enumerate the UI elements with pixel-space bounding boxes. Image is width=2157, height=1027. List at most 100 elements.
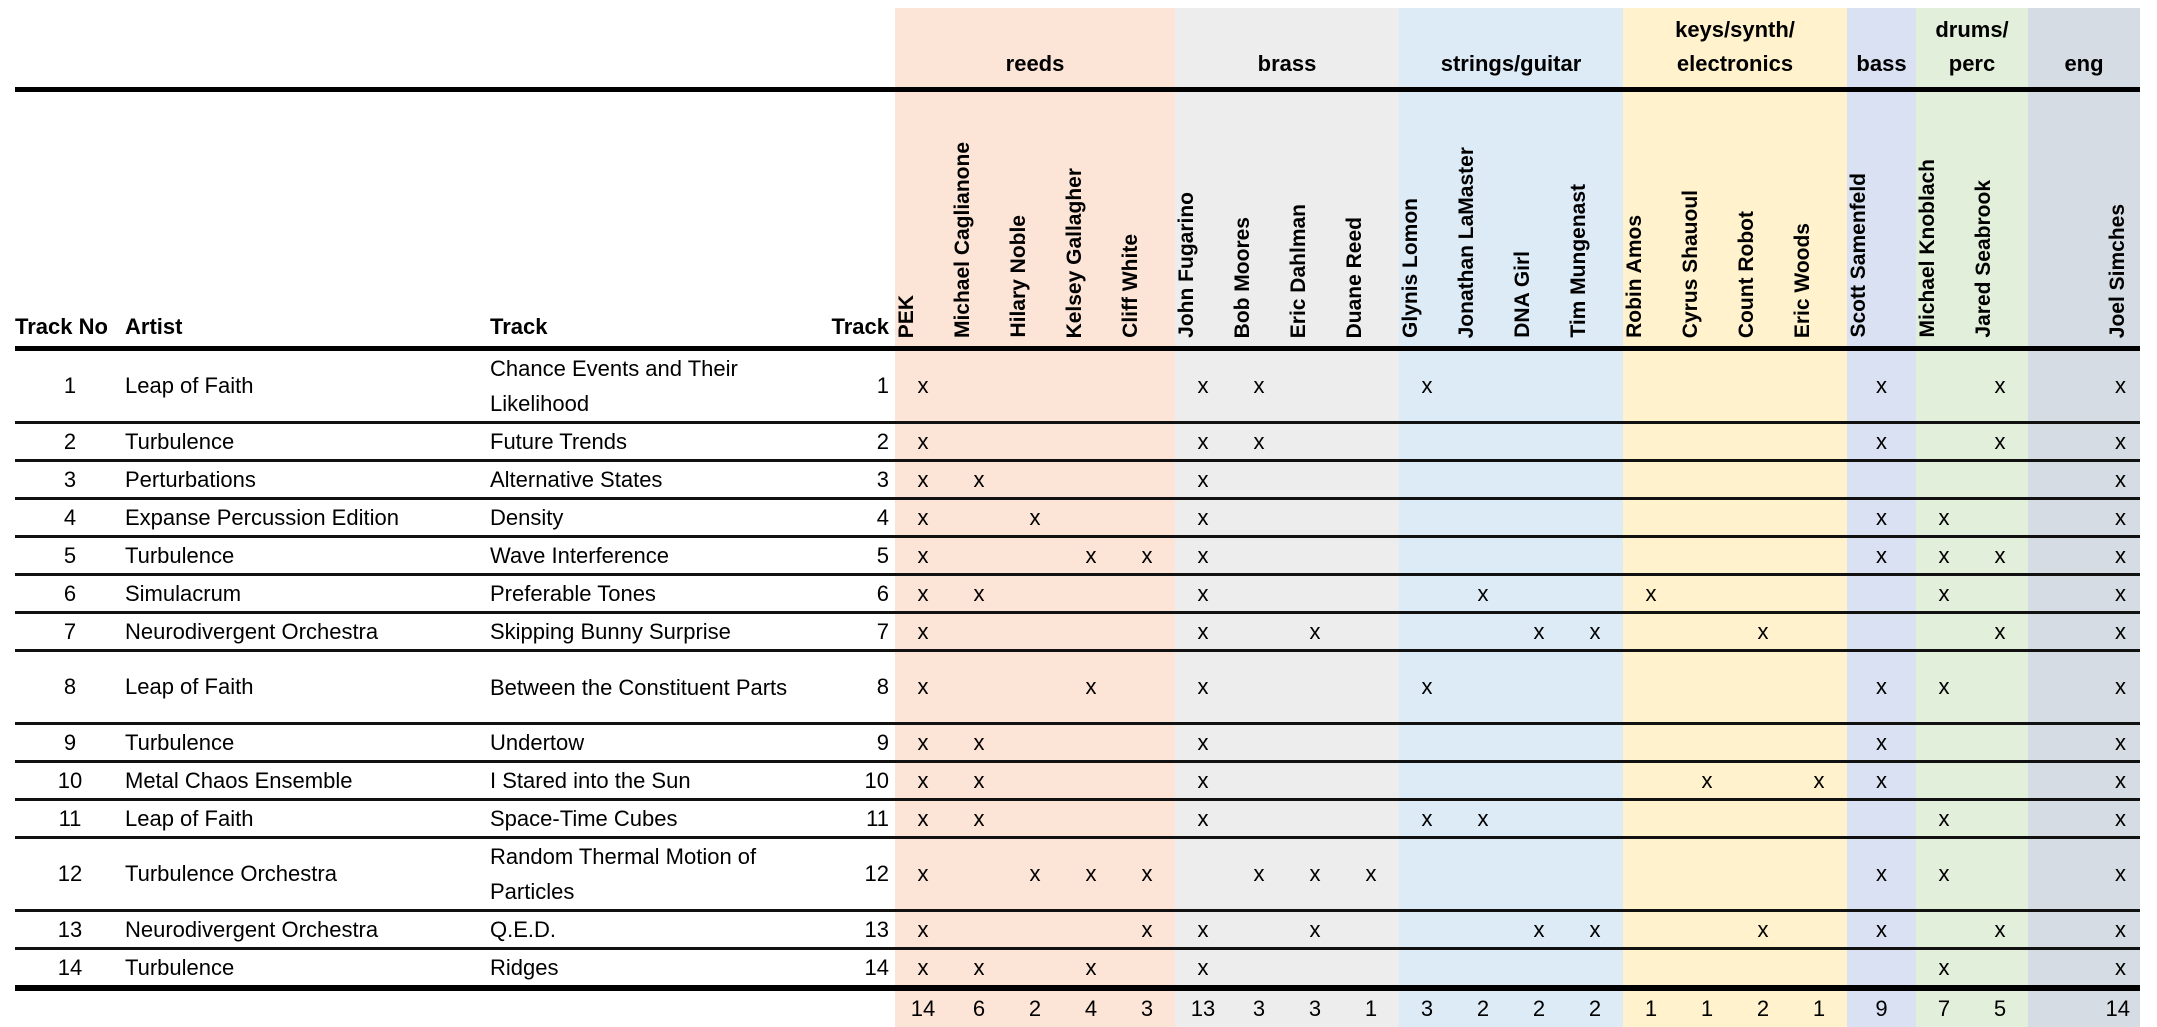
participation-cell xyxy=(1567,837,1623,912)
participation-cell xyxy=(1063,460,1119,500)
total-count: 3 xyxy=(1399,988,1455,1027)
participation-cell: x xyxy=(1231,422,1287,462)
total-count: 14 xyxy=(2028,988,2140,1027)
participation-cell xyxy=(1735,723,1791,763)
participation-cell: x xyxy=(2028,536,2140,576)
track-number-cell: 5 xyxy=(820,536,895,576)
participation-cell xyxy=(1623,837,1679,912)
participation-cell xyxy=(1119,422,1175,462)
participation-cell xyxy=(1511,948,1567,991)
participation-cell xyxy=(1119,498,1175,538)
participation-cell xyxy=(1511,536,1567,576)
participation-cell: x xyxy=(895,948,951,991)
participation-cell xyxy=(1231,536,1287,576)
participation-cell xyxy=(1916,761,1972,801)
participation-cell: x xyxy=(895,422,951,462)
participation-cell: x xyxy=(1847,650,1916,725)
participation-cell xyxy=(951,910,1007,950)
participation-cell xyxy=(1847,948,1916,991)
group-header-keys: keys/synth/ electronics xyxy=(1623,8,1847,92)
total-count: 7 xyxy=(1916,988,1972,1027)
member-header: Michael Knoblach xyxy=(1916,89,1972,351)
total-count: 2 xyxy=(1735,988,1791,1027)
participation-cell: x xyxy=(1063,536,1119,576)
track-no-cell: 9 xyxy=(15,723,125,763)
participation-cell xyxy=(1567,761,1623,801)
participation-cell xyxy=(1735,837,1791,912)
participation-cell xyxy=(1623,650,1679,725)
participation-cell: x xyxy=(1511,612,1567,652)
track-no-cell: 1 xyxy=(15,348,125,424)
total-count: 2 xyxy=(1455,988,1511,1027)
participation-cell xyxy=(1511,723,1567,763)
participation-cell xyxy=(1287,574,1343,614)
artist-cell: Leap of Faith xyxy=(125,650,490,725)
total-count: 3 xyxy=(1119,988,1175,1027)
participation-cell: x xyxy=(1175,498,1231,538)
participation-cell: x xyxy=(1175,650,1231,725)
header-track-no: Track No xyxy=(15,89,125,351)
total-count: 6 xyxy=(951,988,1007,1027)
participation-cell xyxy=(1623,460,1679,500)
participation-cell: x xyxy=(1175,948,1231,991)
participation-cell xyxy=(1511,799,1567,839)
participation-cell: x xyxy=(951,799,1007,839)
participation-cell xyxy=(1916,460,1972,500)
participation-cell xyxy=(1455,536,1511,576)
track-cell: Preferable Tones xyxy=(490,574,820,614)
participation-cell xyxy=(1679,837,1735,912)
participation-cell xyxy=(1287,498,1343,538)
participation-cell: x xyxy=(1916,837,1972,912)
member-header: PEK xyxy=(895,89,951,351)
participation-cell xyxy=(1791,650,1847,725)
total-count: 1 xyxy=(1679,988,1735,1027)
participation-cell xyxy=(1791,348,1847,424)
table-row: 3 Perturbations Alternative States 3 x x x x xyxy=(15,460,2140,500)
participation-cell xyxy=(1231,723,1287,763)
member-header: Kelsey Gallagher xyxy=(1063,89,1119,351)
participation-cell: x xyxy=(1972,612,2028,652)
participation-cell xyxy=(1735,460,1791,500)
participation-cell: x xyxy=(1063,650,1119,725)
participation-cell xyxy=(1007,723,1063,763)
participation-cell xyxy=(1567,650,1623,725)
group-header-reeds: reeds xyxy=(895,8,1175,92)
blank-cell xyxy=(125,988,490,1027)
participation-cell xyxy=(1455,910,1511,950)
participation-cell: x xyxy=(2028,498,2140,538)
participation-cell xyxy=(1119,723,1175,763)
participation-cell xyxy=(1063,612,1119,652)
table-row: 14 Turbulence Ridges 14 x x x x x x xyxy=(15,948,2140,991)
participation-cell xyxy=(1007,422,1063,462)
total-count: 13 xyxy=(1175,988,1231,1027)
participation-cell xyxy=(1063,422,1119,462)
participation-cell xyxy=(1567,460,1623,500)
track-no-cell: 14 xyxy=(15,948,125,991)
participation-cell xyxy=(1007,612,1063,652)
track-number-cell: 10 xyxy=(820,761,895,801)
participation-cell: x xyxy=(951,460,1007,500)
participation-cell: x xyxy=(1567,612,1623,652)
participation-cell: x xyxy=(895,650,951,725)
participation-cell: x xyxy=(2028,650,2140,725)
participation-cell xyxy=(1623,612,1679,652)
member-header: Duane Reed xyxy=(1343,89,1399,351)
participation-cell xyxy=(1916,422,1972,462)
participation-cell xyxy=(1231,612,1287,652)
track-cell: Between the Constituent Parts xyxy=(490,650,820,725)
participation-cell: x xyxy=(1175,460,1231,500)
artist-cell: Simulacrum xyxy=(125,574,490,614)
track-number-cell: 8 xyxy=(820,650,895,725)
member-header: Bob Moores xyxy=(1231,89,1287,351)
participation-cell xyxy=(1287,348,1343,424)
participation-cell xyxy=(1623,536,1679,576)
participation-cell xyxy=(1791,837,1847,912)
participation-cell: x xyxy=(1063,948,1119,991)
table-row: 10 Metal Chaos Ensemble I Stared into the … xyxy=(15,761,2140,801)
participation-cell xyxy=(1343,650,1399,725)
participation-cell xyxy=(1007,348,1063,424)
participation-cell xyxy=(1119,612,1175,652)
participation-cell: x xyxy=(1455,574,1511,614)
participation-cell xyxy=(1735,348,1791,424)
member-name: Jared Seabrook xyxy=(1972,180,1995,338)
